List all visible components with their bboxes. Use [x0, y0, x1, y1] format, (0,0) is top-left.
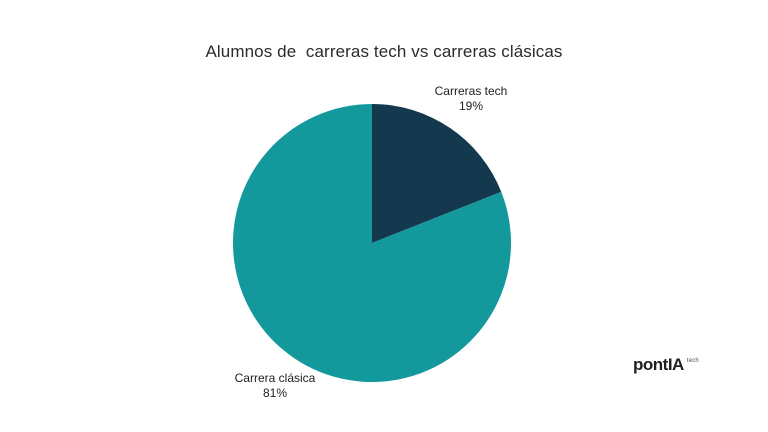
pie-slice-clasica: [233, 103, 512, 382]
pie-chart: [233, 103, 512, 382]
slice-label-tech-value: 19%: [458, 99, 484, 113]
chart-title: Alumnos de carreras tech vs carreras clá…: [205, 42, 563, 61]
slice-label-clasica-value: 81%: [262, 386, 288, 400]
slice-label-tech-name: Carreras tech: [434, 84, 508, 98]
brand-wordmark: pontIA: [633, 355, 684, 374]
slice-label-clasica-name: Carrera clásica: [234, 371, 316, 385]
pie-slice-tech: [372, 104, 502, 243]
brand-suffix: tech: [686, 358, 699, 364]
brand-logo: pontIA tech: [633, 355, 699, 375]
slice-label-tech: Carreras tech 19%: [386, 84, 556, 114]
slice-label-clasica: Carrera clásica 81%: [190, 371, 360, 401]
